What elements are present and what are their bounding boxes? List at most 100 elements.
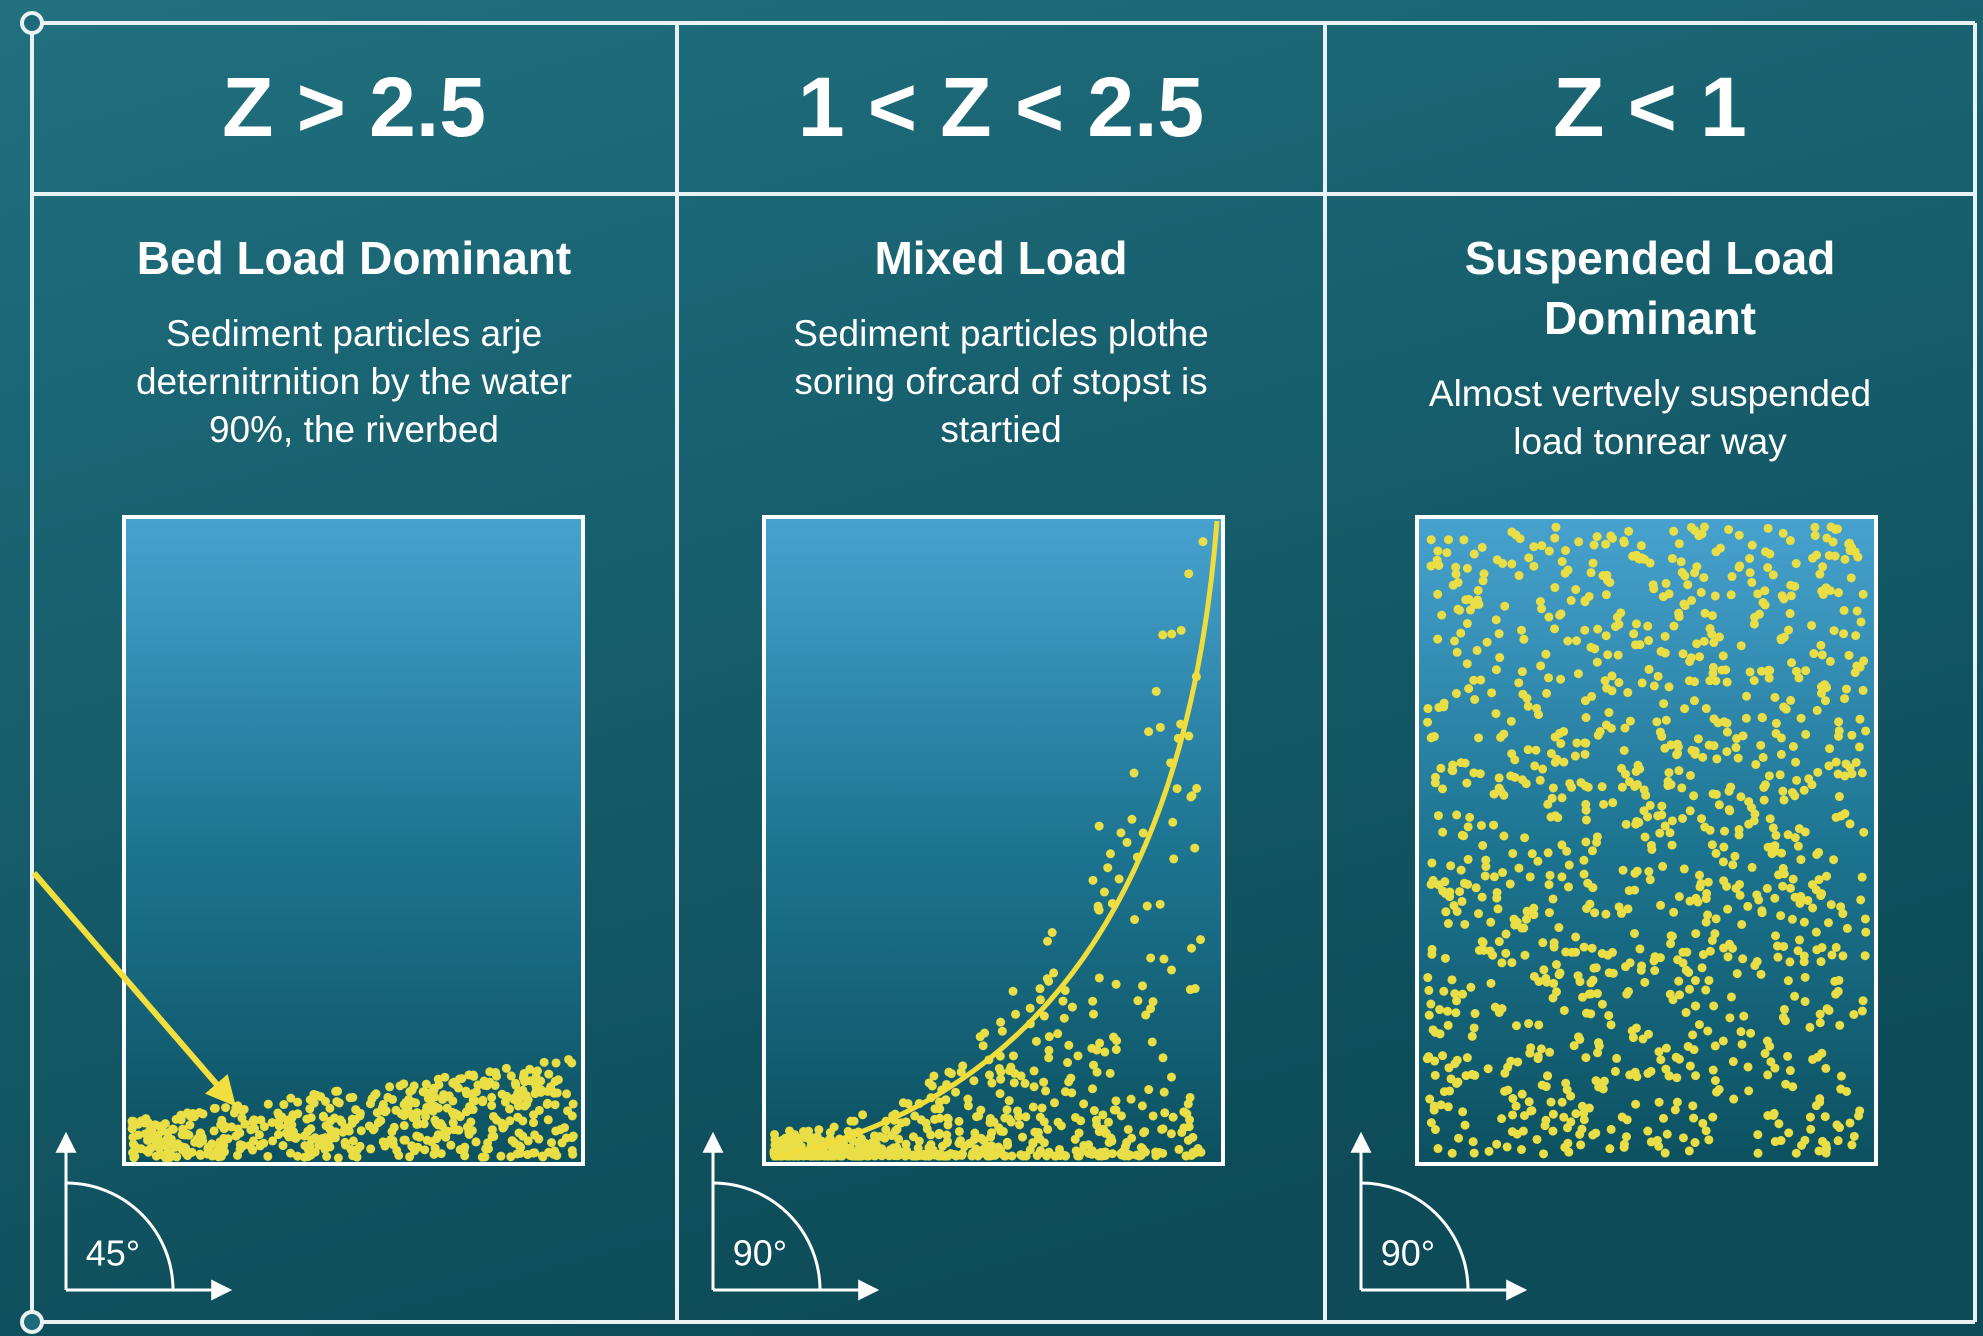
particle [1029,1082,1039,1092]
particle [1445,1086,1455,1096]
particle [1536,661,1546,671]
particle [1426,535,1436,545]
particle [1661,1064,1671,1074]
particle [1836,1071,1846,1081]
particle [1473,586,1483,596]
particle [1507,958,1517,968]
particle [1063,1058,1073,1068]
particle [1159,1087,1169,1097]
particle [1557,1097,1567,1107]
particle [1464,684,1474,694]
particle [1790,833,1800,843]
particle [306,1150,316,1160]
particle [1088,1084,1098,1094]
particle [1067,1002,1077,1012]
particle [1463,854,1473,864]
particle [1169,854,1179,864]
particle [1649,681,1659,691]
particle [1477,892,1487,902]
particle [1756,666,1766,676]
particle [1736,1027,1746,1037]
particle [1821,1148,1831,1158]
particle [1572,636,1582,646]
particle [1517,923,1527,933]
particle [1859,827,1869,837]
particle [1141,1010,1151,1020]
particle [1810,531,1820,541]
particle [356,1126,366,1136]
particle [1839,605,1849,615]
particle [316,1092,326,1102]
angle-arc [712,1181,822,1291]
particle [1728,1057,1738,1067]
particle [1745,554,1755,564]
particle [305,1141,315,1151]
particle [784,1126,794,1136]
particle [1494,783,1504,793]
particle [777,1135,787,1145]
particle [1544,880,1554,890]
particle [1590,908,1600,918]
particle [1452,810,1462,820]
particle [1140,1127,1150,1137]
particle [1731,743,1741,753]
particle [477,1152,487,1162]
particle [468,1105,478,1115]
particle [473,1080,483,1090]
particle [1836,902,1846,912]
particle [1074,1128,1084,1138]
particle [1056,1150,1066,1160]
particle [1453,604,1463,614]
particle [1745,667,1755,677]
particle [1581,815,1591,825]
particle [1561,947,1571,957]
particle [1854,742,1864,752]
particle [1508,1110,1518,1120]
particle [1674,892,1684,902]
particle [248,1136,258,1146]
particle [1737,1039,1747,1049]
particle [1426,1118,1436,1128]
particle [1453,577,1463,587]
particle [1764,665,1774,675]
panel-description: soring ofrcard of stopst is [794,361,1207,402]
particle [1455,887,1465,897]
particle [483,1138,493,1148]
particle [1734,562,1744,572]
particle [470,1096,480,1106]
particle [1129,768,1139,778]
particle [1718,857,1728,867]
particle [1695,882,1705,892]
particle [1073,1051,1083,1061]
particle [1841,684,1851,694]
particle [1786,580,1796,590]
particle [1828,537,1838,547]
particle [1778,881,1788,891]
particle [1554,970,1564,980]
particle [1656,900,1666,910]
particle [1580,738,1590,748]
sediment [1422,522,1871,1159]
particle [1041,1086,1051,1096]
particle [1847,730,1857,740]
particle [1529,903,1539,913]
particle [1685,806,1695,816]
particle [1645,558,1655,568]
particle [1661,578,1671,588]
particle [1486,978,1496,988]
particle [1689,1113,1699,1123]
particle [1151,686,1161,696]
particle [1631,819,1641,829]
particle [1580,625,1590,635]
particle [331,1086,341,1096]
particle [1098,1110,1108,1120]
particle [1861,927,1871,937]
particle [1663,776,1673,786]
particle [1148,997,1158,1007]
particle [1571,932,1581,942]
particle [352,1152,362,1162]
particle [1439,702,1449,712]
particle [285,1148,295,1158]
particle [972,1112,982,1122]
particle [1575,977,1585,987]
